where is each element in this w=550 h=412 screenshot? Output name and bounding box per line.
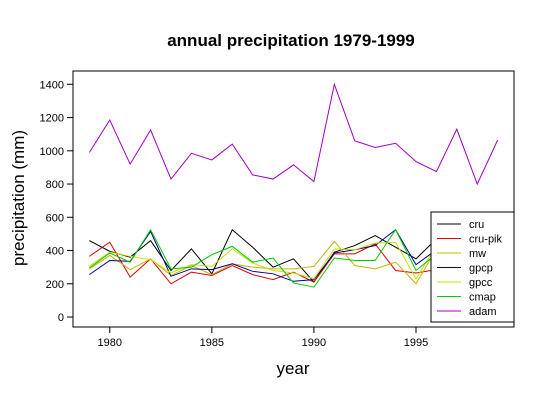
series-line-adam (88, 82, 499, 186)
series-line-cmap (89, 228, 437, 288)
y-tick-label: 400 (46, 246, 64, 258)
legend-label-gpcc: gpcc (469, 277, 493, 289)
series-line-gpcc (89, 241, 437, 280)
y-tick-label: 200 (46, 279, 64, 291)
x-axis: 1980 1985 1990 1995 (98, 327, 428, 349)
y-axis-label: precipitation (mm) (9, 130, 28, 266)
y-tick-label: 600 (46, 212, 64, 224)
chart-title: annual precipitation 1979-1999 (167, 31, 415, 50)
y-tick-label: 800 (46, 179, 64, 191)
y-tick-label: 0 (58, 312, 64, 324)
x-tick-label: 1995 (404, 337, 428, 349)
y-tick-label: 1200 (40, 113, 64, 125)
x-tick-label: 1980 (98, 337, 122, 349)
series-layer (88, 82, 499, 288)
legend-label-mw: mw (469, 248, 486, 260)
legend: cru cru-pik mw gpcp gpcc cmap adam (430, 211, 515, 323)
y-tick-label: 1400 (40, 79, 64, 91)
legend-label-adam: adam (469, 306, 497, 318)
x-tick-label: 1990 (302, 337, 326, 349)
legend-label-cmap: cmap (469, 292, 496, 304)
legend-label-gpcp: gpcp (469, 263, 493, 275)
series-line-cru-pik (89, 241, 437, 285)
x-tick-label: 1985 (200, 337, 224, 349)
series-line-mw (89, 240, 437, 285)
legend-label-cru-pik: cru-pik (469, 234, 503, 246)
x-axis-label: year (276, 359, 309, 378)
y-axis: 0 200 400 600 800 1000 1200 1400 (40, 79, 73, 324)
legend-label-cru: cru (469, 219, 484, 231)
plot-frame (72, 70, 515, 328)
series-line-cru (89, 228, 437, 283)
y-tick-label: 1000 (40, 146, 64, 158)
